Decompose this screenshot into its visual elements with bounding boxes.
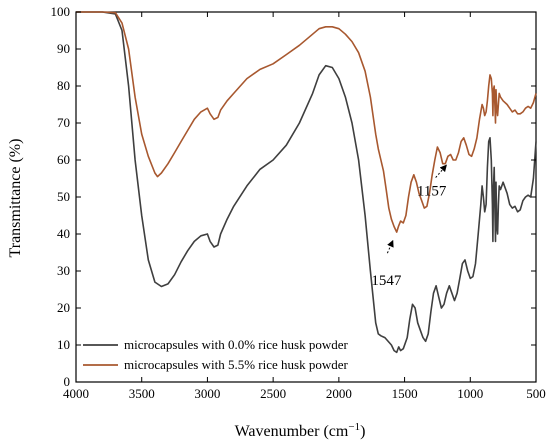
series-line-1 <box>76 11 537 233</box>
legend-label-series-0: microcapsules with 0.0% rice husk powder <box>124 337 349 352</box>
y-tick-label: 0 <box>64 374 71 389</box>
annotation-label-1157: 1157 <box>417 184 447 200</box>
series-line-0 <box>76 11 537 354</box>
legend-label-series-1: microcapsules with 5.5% rice husk powder <box>124 357 349 372</box>
x-tick-label: 1500 <box>392 386 418 401</box>
annotation-label-1547: 1547 <box>371 273 402 289</box>
y-tick-label: 100 <box>51 4 71 19</box>
tick-layer: 4000 3500 3000 2500 2000 1500 1000 500 0 10 20 30 40… <box>51 4 546 401</box>
x-tick-label: 2500 <box>260 386 286 401</box>
y-tick-label: 20 <box>57 300 70 315</box>
annotation-layer: 1547 1157 <box>371 164 447 289</box>
x-axis-label: Wavenumber (cm−1) <box>235 421 366 440</box>
x-tick-label: 500 <box>526 386 546 401</box>
x-tick-label: 1000 <box>457 386 483 401</box>
y-tick-label: 30 <box>57 263 70 278</box>
y-tick-label: 10 <box>57 337 70 352</box>
y-tick-label: 90 <box>57 41 70 56</box>
x-tick-label: 3500 <box>129 386 155 401</box>
series-layer <box>76 11 537 354</box>
x-tick-label: 4000 <box>63 386 89 401</box>
annotation-arrow-1547 <box>386 239 394 254</box>
y-tick-label: 50 <box>57 189 70 204</box>
legend: microcapsules with 0.0% rice husk powder… <box>83 337 349 372</box>
plot-area <box>75 11 537 383</box>
annotation-arrow-1157 <box>435 164 447 178</box>
y-tick-label: 40 <box>57 226 70 241</box>
y-axis-label: Transmittance (%) <box>7 139 24 258</box>
y-tick-label: 60 <box>57 152 70 167</box>
x-tick-label: 2000 <box>326 386 352 401</box>
y-tick-label: 80 <box>57 78 70 93</box>
x-tick-label: 3000 <box>194 386 220 401</box>
plot-frame <box>75 11 537 383</box>
y-tick-label: 70 <box>57 115 70 130</box>
